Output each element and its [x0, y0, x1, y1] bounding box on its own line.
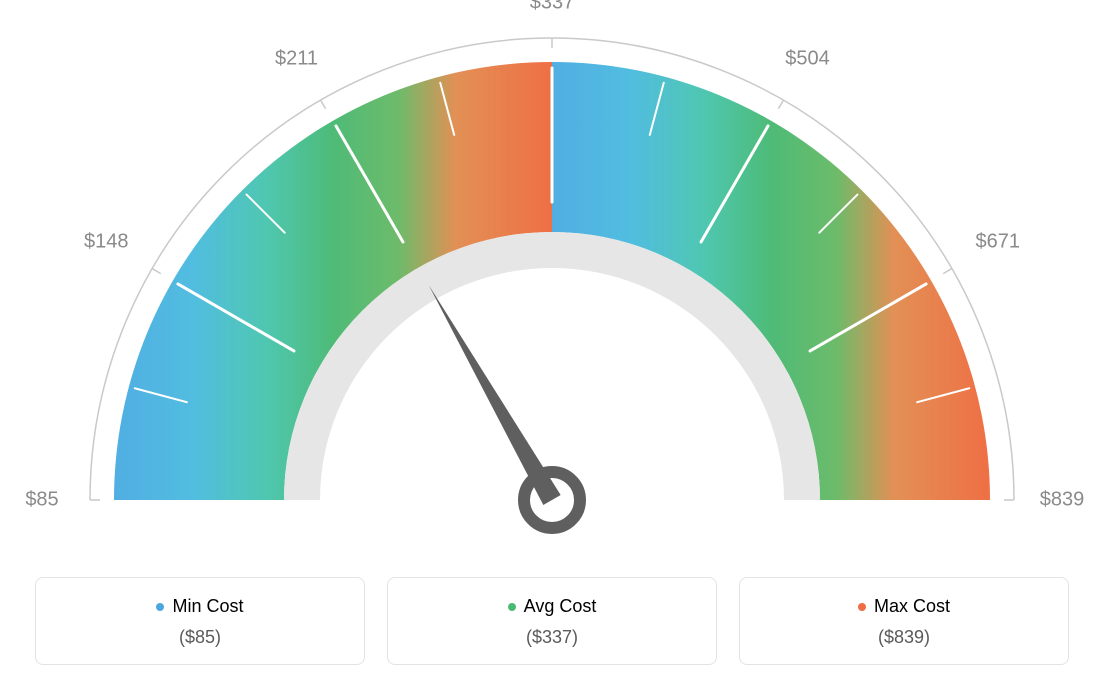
scale-label: $839	[1040, 489, 1085, 512]
scale-label: $211	[275, 47, 318, 70]
scale-label: $337	[530, 0, 575, 15]
legend-label-max: Max Cost	[874, 596, 950, 617]
legend-value-min: ($85)	[46, 627, 354, 648]
scale-label: $148	[84, 231, 129, 254]
legend-value-max: ($839)	[750, 627, 1058, 648]
legend-title-avg: Avg Cost	[508, 596, 597, 617]
legend-card-min: Min Cost ($85)	[35, 577, 365, 665]
legend-label-avg: Avg Cost	[524, 596, 597, 617]
gauge-chart: $85 $148 $211 $337 $504 $671 $839	[0, 0, 1104, 560]
legend-dot-min	[156, 603, 164, 611]
legend-title-min: Min Cost	[156, 596, 243, 617]
legend-label-min: Min Cost	[172, 596, 243, 617]
legend-title-max: Max Cost	[858, 596, 950, 617]
scale-label: $85	[25, 489, 58, 512]
legend-card-avg: Avg Cost ($337)	[387, 577, 717, 665]
legend-dot-avg	[508, 603, 516, 611]
gauge-svg	[0, 0, 1104, 560]
scale-label: $504	[785, 47, 830, 70]
scale-label: $671	[975, 231, 1020, 254]
legend-dot-max	[858, 603, 866, 611]
legend-value-avg: ($337)	[398, 627, 706, 648]
legend-row: Min Cost ($85) Avg Cost ($337) Max Cost …	[0, 577, 1104, 665]
legend-card-max: Max Cost ($839)	[739, 577, 1069, 665]
